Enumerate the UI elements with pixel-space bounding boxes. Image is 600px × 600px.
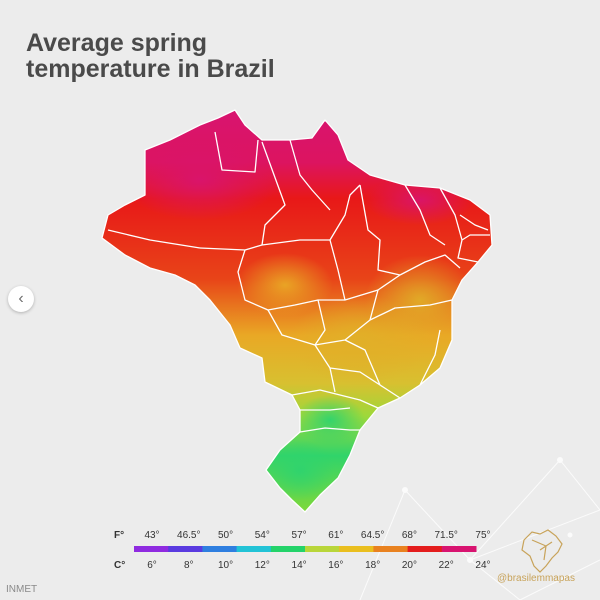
legend-celsius-label: 20° [402, 560, 417, 571]
legend-celsius-ticks: 6° 8° 10° 12° 14° 16° 18° 20° 22° 24° [147, 560, 490, 571]
legend-swatch [202, 546, 238, 552]
state-borders [101, 109, 493, 513]
author-handle: @brasilemmapas [497, 573, 575, 584]
legend-swatch [407, 546, 443, 552]
title-line-1: Average spring [26, 29, 208, 57]
legend-fahrenheit-label: 54° [255, 530, 270, 541]
legend-swatch [134, 546, 169, 552]
legend-celsius-label: 18° [365, 560, 380, 571]
legend-fahrenheit-label: 43° [144, 530, 159, 541]
legend-fahrenheit-label: 50° [218, 530, 233, 541]
legend-celsius-label: 8° [184, 560, 194, 571]
brazil-outline-logo-icon [521, 529, 563, 573]
legend-swatch [236, 546, 272, 552]
legend-celsius-label: 10° [218, 560, 233, 571]
legend-swatch [373, 546, 409, 552]
temperature-legend: F° C° 43° 46.5° 50° 54° 57° 61° 64.5° 68° 71.5° 7… [114, 530, 491, 571]
legend-fahrenheit-ticks: 43° 46.5° 50° 54° 57° 61° 64.5° 68° 71.5° 75° [144, 530, 490, 541]
legend-swatch [168, 546, 203, 552]
legend-celsius-label: 12° [255, 560, 270, 571]
legend-fahrenheit-label: 57° [292, 530, 307, 541]
legend-fahrenheit-label: 68° [402, 530, 417, 541]
brazil-temperature-map [101, 109, 493, 513]
legend-celsius-label: 16° [328, 560, 343, 571]
legend-swatch [305, 546, 340, 552]
source-label: INMET [6, 584, 38, 595]
legend-fahrenheit-label: 46.5° [177, 530, 200, 541]
legend-celsius-label: 14° [292, 560, 307, 571]
legend-celsius-unit: C° [114, 560, 125, 571]
legend-fahrenheit-label: 71.5° [434, 530, 457, 541]
title-line-2: temperature in Brazil [26, 55, 275, 83]
legend-fahrenheit-label: 75° [475, 530, 490, 541]
legend-celsius-label: 22° [439, 560, 454, 571]
legend-celsius-label: 6° [147, 560, 157, 571]
legend-swatch [441, 546, 477, 552]
chevron-left-icon: ‹ [18, 290, 24, 307]
map-title: Average spring temperature in Brazil [26, 30, 275, 82]
legend-fahrenheit-unit: F° [114, 530, 124, 541]
legend-fahrenheit-label: 64.5° [361, 530, 384, 541]
legend-swatch [270, 546, 306, 552]
carousel-previous-button[interactable]: ‹ [8, 286, 34, 312]
legend-color-bar [134, 546, 477, 552]
legend-swatch [339, 546, 374, 552]
legend-celsius-label: 24° [475, 560, 490, 571]
legend-fahrenheit-label: 61° [328, 530, 343, 541]
